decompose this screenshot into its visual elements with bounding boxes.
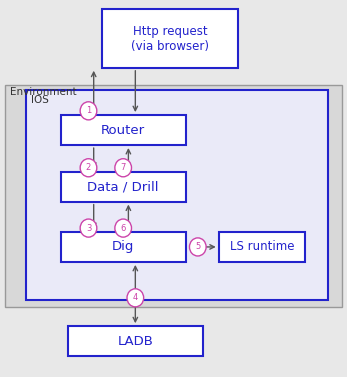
Text: Http request
(via browser): Http request (via browser) <box>131 25 209 53</box>
Text: Router: Router <box>101 124 145 136</box>
FancyBboxPatch shape <box>26 90 328 300</box>
FancyBboxPatch shape <box>219 232 305 262</box>
Text: 4: 4 <box>133 293 138 302</box>
Circle shape <box>80 219 97 237</box>
FancyBboxPatch shape <box>61 172 186 202</box>
Text: 7: 7 <box>120 163 126 172</box>
FancyBboxPatch shape <box>61 232 186 262</box>
FancyBboxPatch shape <box>5 85 342 307</box>
Circle shape <box>115 159 132 177</box>
Text: 6: 6 <box>120 224 126 233</box>
Text: LADB: LADB <box>117 335 153 348</box>
Text: 5: 5 <box>195 242 201 251</box>
FancyBboxPatch shape <box>102 9 238 68</box>
Text: Environment: Environment <box>10 87 77 97</box>
FancyBboxPatch shape <box>61 115 186 145</box>
Text: 1: 1 <box>86 106 91 115</box>
Circle shape <box>80 102 97 120</box>
Text: 2: 2 <box>86 163 91 172</box>
Circle shape <box>115 219 132 237</box>
Circle shape <box>189 238 206 256</box>
Text: Dig: Dig <box>112 241 134 253</box>
Circle shape <box>80 159 97 177</box>
Text: IOS: IOS <box>31 95 49 105</box>
Text: 3: 3 <box>86 224 91 233</box>
Text: LS runtime: LS runtime <box>230 241 294 253</box>
Text: Data / Drill: Data / Drill <box>87 180 159 193</box>
FancyBboxPatch shape <box>68 326 203 356</box>
Circle shape <box>127 289 144 307</box>
